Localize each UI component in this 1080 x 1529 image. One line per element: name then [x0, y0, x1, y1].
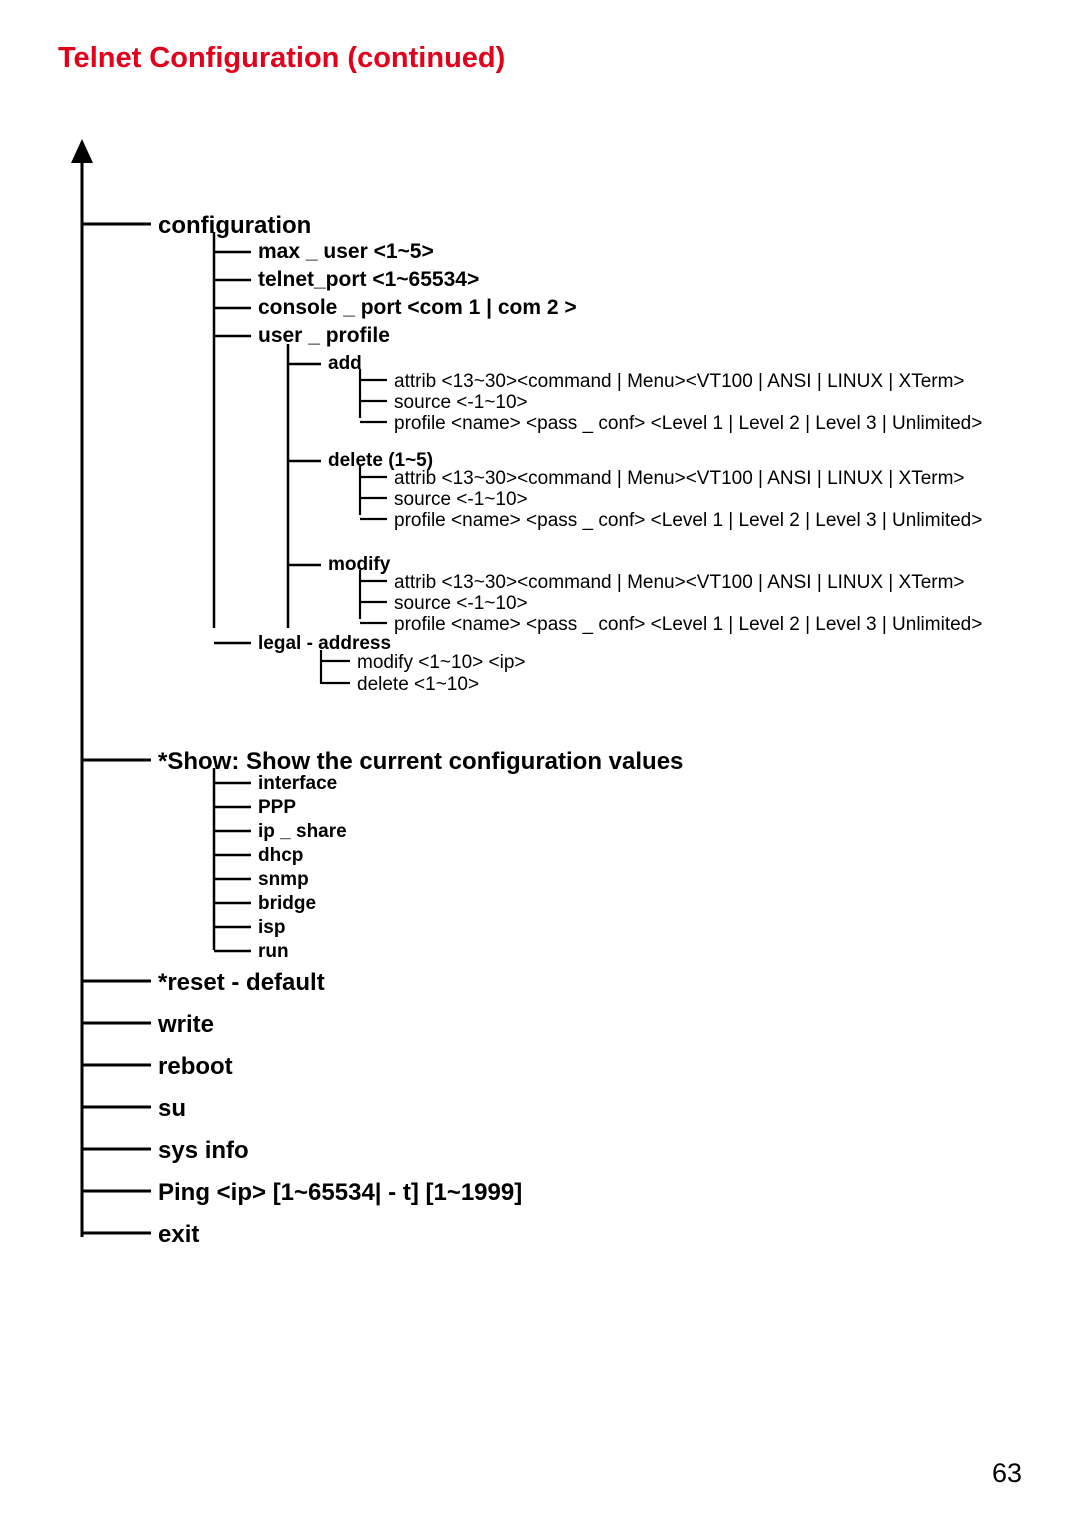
node-bridge: bridge — [258, 893, 316, 915]
node-snmp: snmp — [258, 869, 309, 891]
node-max-user: max _ user <1~5> — [258, 240, 434, 264]
node-mod-profile: profile <name> <pass _ conf> <Level 1 | … — [394, 614, 982, 636]
node-legal-modify: modify <1~10> <ip> — [357, 652, 526, 674]
node-add-attrib: attrib <13~30><command | Menu><VT100 | A… — [394, 371, 965, 393]
node-add-profile: profile <name> <pass _ conf> <Level 1 | … — [394, 413, 982, 435]
node-del-attrib: attrib <13~30><command | Menu><VT100 | A… — [394, 468, 965, 490]
node-run: run — [258, 941, 289, 963]
node-interface: interface — [258, 773, 337, 795]
telnet-config-tree: configuration *Show: Show the current co… — [58, 135, 1038, 1315]
node-write: write — [158, 1011, 214, 1039]
node-add-source: source <-1~10> — [394, 392, 528, 414]
node-ppp: PPP — [258, 797, 296, 819]
node-exit: exit — [158, 1221, 199, 1249]
node-dhcp: dhcp — [258, 845, 303, 867]
node-sysinfo: sys info — [158, 1137, 249, 1165]
page-title: Telnet Configuration (continued) — [58, 42, 1022, 75]
node-mod-attrib: attrib <13~30><command | Menu><VT100 | A… — [394, 572, 965, 594]
node-user-profile: user _ profile — [258, 324, 390, 348]
node-su: su — [158, 1095, 186, 1123]
node-reset-default: *reset - default — [158, 969, 325, 997]
node-del-source: source <-1~10> — [394, 489, 528, 511]
node-ip-share: ip _ share — [258, 821, 347, 843]
node-show: *Show: Show the current configuration va… — [158, 748, 683, 776]
node-console-port: console _ port <com 1 | com 2 > — [258, 296, 577, 320]
node-configuration: configuration — [158, 212, 311, 240]
node-del-profile: profile <name> <pass _ conf> <Level 1 | … — [394, 510, 982, 532]
page-number: 63 — [992, 1458, 1022, 1489]
node-telnet-port: telnet_port <1~65534> — [258, 268, 479, 292]
node-modify: modify — [328, 554, 390, 576]
node-legal-delete: delete <1~10> — [357, 674, 479, 696]
node-mod-source: source <-1~10> — [394, 593, 528, 615]
node-isp: isp — [258, 917, 285, 939]
node-ping: Ping <ip> [1~65534| - t] [1~1999] — [158, 1179, 522, 1207]
node-add: add — [328, 353, 362, 375]
node-reboot: reboot — [158, 1053, 233, 1081]
